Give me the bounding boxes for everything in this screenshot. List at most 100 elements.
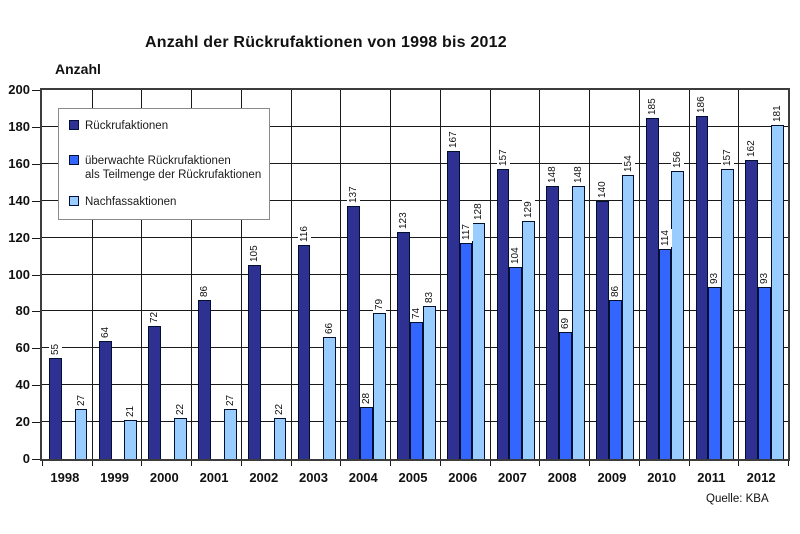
bar-value-label: 21 — [124, 405, 138, 419]
y-tick-label: 80 — [15, 303, 30, 319]
bar — [446, 150, 460, 459]
bar-value-label: 116 — [297, 225, 311, 243]
bar-value-label: 79 — [372, 298, 386, 312]
bar — [745, 160, 759, 459]
bar-value-label: 86 — [198, 285, 212, 299]
y-axis-tick — [32, 459, 40, 460]
bar — [621, 174, 635, 459]
x-axis-tick — [439, 461, 441, 466]
x-axis-tick — [638, 461, 640, 466]
legend-label-line1: überwachte Rückrufaktionen — [85, 155, 231, 167]
bar — [247, 265, 261, 459]
bar — [770, 125, 784, 459]
vertical-gridline — [738, 90, 740, 459]
legend-item-rueckrufaktionen: Rückrufaktionen — [69, 119, 168, 133]
bar-value-label: 114 — [658, 228, 672, 247]
bar — [671, 171, 685, 459]
x-tick-label: 2000 — [149, 470, 179, 485]
y-axis-tick — [32, 422, 40, 424]
bar-value-label: 148 — [571, 165, 585, 184]
bar-value-label: 66 — [323, 322, 337, 336]
bar-value-label: 27 — [223, 394, 237, 408]
bar-value-label: 28 — [360, 392, 374, 406]
x-tick-label: 2010 — [647, 470, 677, 485]
x-tick-label: 2005 — [398, 470, 428, 485]
bar — [148, 326, 162, 459]
bar-value-label: 157 — [496, 148, 510, 168]
bar — [721, 169, 734, 459]
vertical-gridline — [290, 90, 292, 459]
plot-area: 55 27 64 21 72 22 86 27 105 22 116 66 137 28 79 123 74 83… — [40, 88, 790, 461]
y-tick-label: 40 — [15, 377, 30, 393]
x-tick-label: 2003 — [299, 470, 328, 485]
x-tick-label: 2008 — [547, 470, 577, 485]
bar — [373, 313, 386, 459]
bar — [459, 243, 473, 459]
x-axis-tick — [688, 461, 690, 466]
legend-label: überwachte Rückrufaktionen als Teilmenge… — [85, 154, 261, 182]
vertical-gridline — [489, 90, 491, 459]
bar — [198, 300, 211, 459]
legend-item-nachfassaktionen: Nachfassaktionen — [69, 195, 176, 209]
bar-value-label: 69 — [559, 316, 573, 330]
legend: Rückrufaktionen überwachte Rückrufaktion… — [58, 108, 270, 220]
bar-value-label: 104 — [509, 246, 523, 266]
vertical-gridline — [439, 90, 441, 459]
x-axis-tick — [539, 461, 541, 466]
vertical-gridline — [340, 90, 342, 459]
y-axis-tick — [32, 311, 40, 313]
bar-value-label: 74 — [409, 307, 423, 321]
bar — [49, 357, 62, 459]
bar-value-label: 55 — [48, 342, 62, 356]
legend-swatch-nachfassaktionen — [69, 196, 79, 206]
horizontal-gridline — [42, 236, 788, 238]
y-axis-tick — [32, 200, 40, 202]
y-tick-label: 200 — [8, 82, 30, 97]
bar — [422, 305, 436, 459]
bar — [323, 337, 337, 459]
bar — [546, 185, 560, 459]
x-tick-label: 1998 — [50, 470, 80, 485]
bar-value-label: 83 — [422, 290, 436, 304]
x-tick-label: 2002 — [249, 470, 279, 485]
bar-value-label: 72 — [148, 311, 162, 325]
bar-value-label: 156 — [671, 150, 685, 170]
legend-label: Nachfassaktionen — [85, 196, 177, 208]
bar — [708, 287, 722, 459]
y-axis-tick — [32, 385, 40, 387]
vertical-gridline — [191, 90, 193, 459]
bar — [596, 200, 609, 459]
bar — [509, 267, 523, 459]
x-axis-tick — [141, 461, 143, 466]
bar — [645, 117, 659, 459]
bar-value-label: 93 — [757, 272, 771, 286]
bar — [174, 418, 187, 459]
vertical-gridline — [539, 90, 541, 459]
y-axis-tick — [32, 163, 40, 165]
bar — [472, 222, 486, 459]
bar — [658, 248, 672, 459]
bar — [608, 300, 622, 459]
x-axis-tick — [240, 461, 242, 466]
chart-title: Anzahl der Rückrufaktionen von 1998 bis … — [145, 34, 507, 51]
x-axis-tick — [340, 461, 342, 466]
bar-value-label: 117 — [459, 223, 473, 242]
bar-value-label: 128 — [472, 202, 486, 221]
legend-swatch-rueckrufaktionen — [69, 120, 79, 130]
vertical-gridline — [91, 90, 93, 459]
bar — [273, 418, 287, 459]
legend-item-ueberwachte-rueckrufaktionen: überwachte Rückrufaktionen als Teilmenge… — [69, 154, 261, 182]
y-axis-title: Anzahl — [55, 61, 101, 77]
bar-value-label: 22 — [173, 403, 187, 417]
bar-value-label: 105 — [247, 244, 261, 264]
bar-value-label: 123 — [397, 211, 411, 231]
bar-value-label: 64 — [98, 325, 112, 339]
bar — [397, 232, 410, 459]
bar-value-label: 167 — [446, 130, 460, 149]
x-axis-tick — [489, 461, 491, 466]
bar — [559, 331, 572, 459]
x-tick-label: 2006 — [448, 470, 478, 485]
bar — [347, 206, 361, 459]
bar — [522, 221, 535, 459]
